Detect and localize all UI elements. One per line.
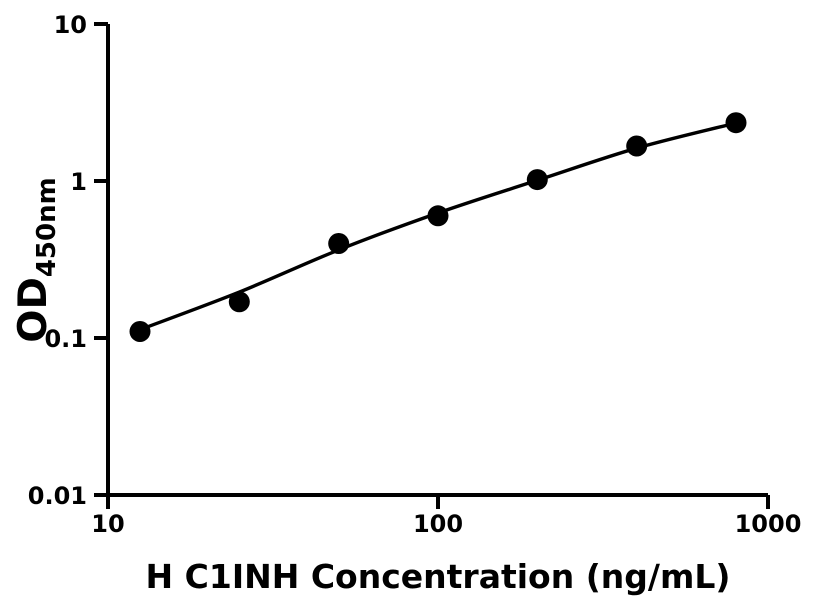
data-point-marker	[328, 233, 350, 254]
y-tick-label: 10	[54, 11, 87, 39]
axis-tick-labels: 0.01 0.1 1 10 10 100 1000	[28, 11, 802, 538]
x-axis-title: H C1INH Concentration (ng/mL)	[146, 557, 731, 596]
data-point-marker	[228, 291, 250, 313]
axis-spines	[106, 24, 768, 497]
y-tick-label: 1	[70, 168, 87, 196]
y-axis-title-main: OD	[11, 277, 56, 343]
data-point-marker	[427, 205, 449, 227]
data-point-marker	[129, 321, 151, 342]
data-point-marker	[626, 135, 648, 157]
data-points	[129, 112, 747, 342]
y-tick-label: 0.01	[28, 482, 87, 510]
y-axis-title-subscript: 450nm	[32, 177, 62, 277]
data-point-marker	[526, 169, 548, 191]
data-point-marker	[725, 112, 747, 134]
y-tick-label: 0.1	[44, 325, 87, 353]
y-axis-title: OD450nm	[11, 177, 62, 342]
x-tick-label: 1000	[735, 510, 802, 538]
axis-ticks	[94, 22, 770, 509]
x-tick-label: 100	[413, 510, 463, 538]
axes	[106, 24, 768, 497]
x-tick-label: 10	[91, 510, 124, 538]
